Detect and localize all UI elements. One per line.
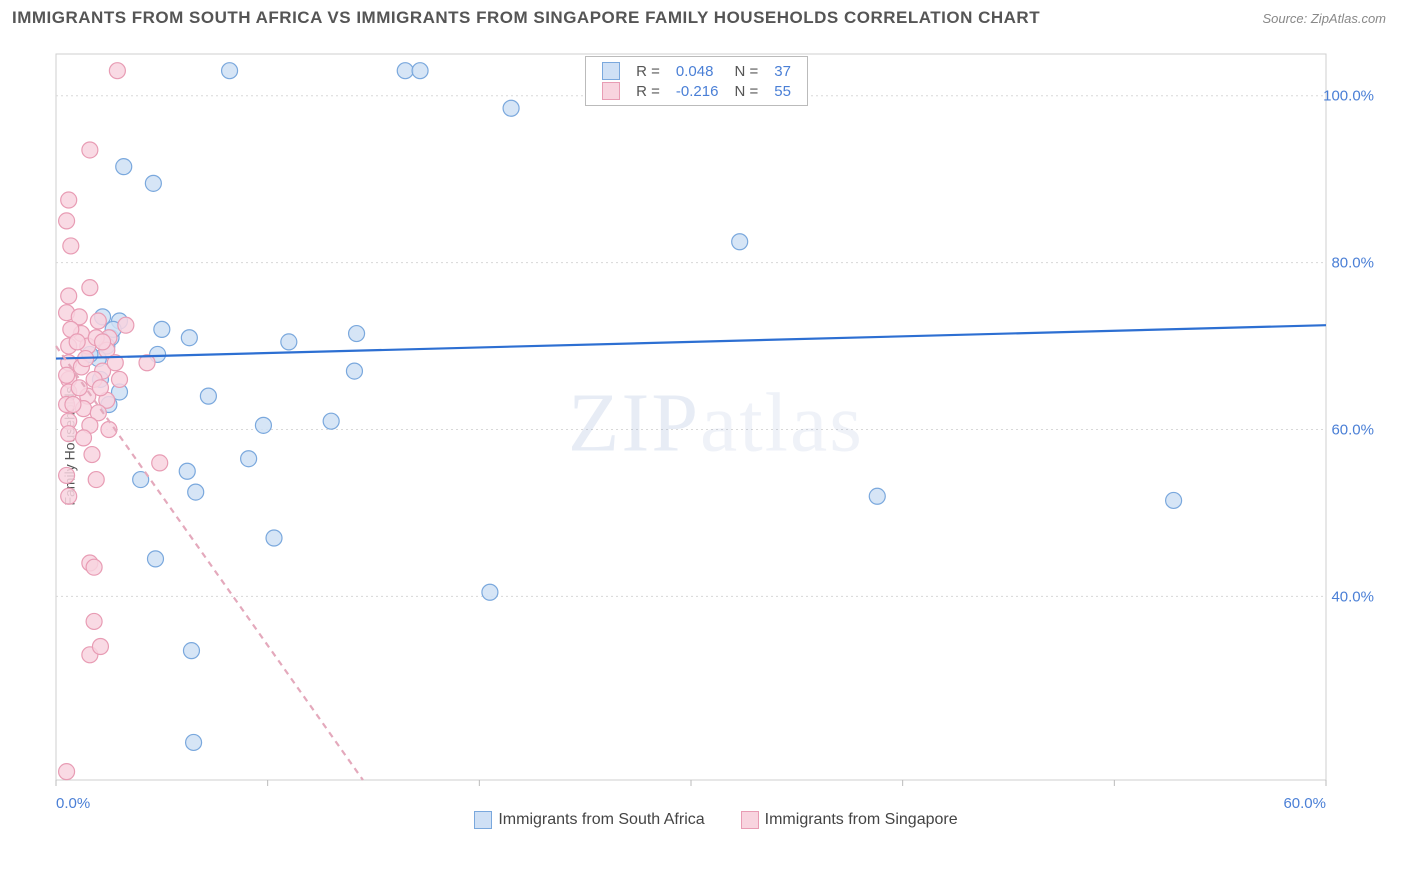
source-label: Source: ZipAtlas.com (1262, 11, 1386, 26)
svg-text:100.0%: 100.0% (1323, 88, 1374, 105)
legend-swatch (474, 811, 492, 829)
chart-title: IMMIGRANTS FROM SOUTH AFRICA VS IMMIGRAN… (12, 8, 1040, 28)
legend-r-value: 0.048 (668, 61, 727, 81)
legend-bottom-item: Immigrants from Singapore (741, 811, 958, 829)
svg-text:0.0%: 0.0% (56, 795, 90, 812)
legend-n-value: 55 (766, 81, 799, 101)
legend-series-name: Immigrants from South Africa (498, 811, 704, 829)
legend-swatch (602, 82, 620, 100)
legend-n-label: N = (726, 61, 766, 81)
svg-text:80.0%: 80.0% (1331, 255, 1374, 272)
legend-stats-box: R =0.048N =37 R =-0.216N =55 (585, 56, 808, 106)
legend-swatch (602, 62, 620, 80)
legend-n-value: 37 (766, 61, 799, 81)
legend-r-value: -0.216 (668, 81, 727, 101)
legend-series-name: Immigrants from Singapore (765, 811, 958, 829)
svg-text:60.0%: 60.0% (1283, 795, 1326, 812)
scatter-plot-svg: 40.0% 60.0% 80.0% 100.0% 0.0% 60.0% (46, 44, 1386, 834)
legend-bottom: Immigrants from South Africa Immigrants f… (46, 811, 1386, 834)
legend-n-label: N = (726, 81, 766, 101)
legend-r-label: R = (628, 81, 668, 101)
chart-area: 40.0%60.0%80.0%100.0%0.0%60.0% ZIPatlas … (46, 44, 1386, 834)
legend-swatch (741, 811, 759, 829)
legend-r-label: R = (628, 61, 668, 81)
svg-text:60.0%: 60.0% (1331, 422, 1374, 439)
legend-bottom-item: Immigrants from South Africa (474, 811, 704, 829)
svg-text:40.0%: 40.0% (1331, 588, 1374, 605)
